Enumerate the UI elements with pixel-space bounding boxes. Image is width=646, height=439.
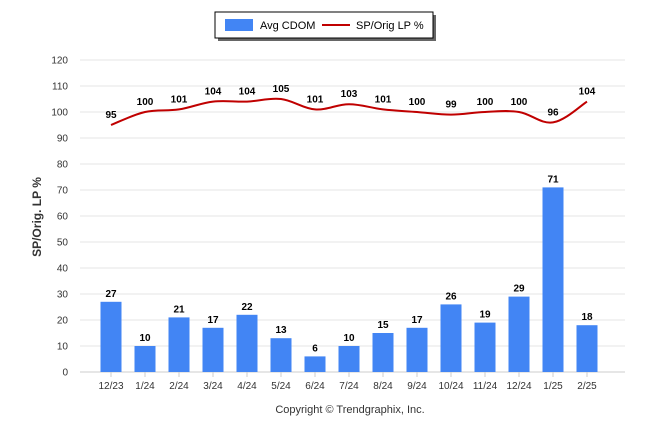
y-tick-label: 10 — [57, 342, 69, 353]
y-tick-label: 90 — [57, 134, 69, 145]
line-value-label: 100 — [511, 97, 528, 108]
line-value-label: 101 — [171, 94, 188, 105]
bar — [134, 346, 156, 372]
line-value-label: 105 — [273, 84, 290, 95]
bar — [542, 187, 564, 372]
x-tick-label: 12/24 — [506, 381, 531, 392]
line-value-label: 95 — [105, 110, 117, 121]
y-tick-label: 80 — [57, 160, 69, 171]
bar-value-label: 71 — [547, 174, 559, 185]
bar — [508, 296, 530, 372]
line-value-label: 100 — [137, 97, 154, 108]
bar-value-label: 29 — [513, 284, 525, 295]
line-value-label: 101 — [375, 94, 392, 105]
y-tick-label: 60 — [57, 212, 69, 223]
y-tick-label: 40 — [57, 264, 69, 275]
x-tick-label: 6/24 — [305, 381, 325, 392]
x-tick-label: 1/25 — [543, 381, 563, 392]
x-tick-label: 4/24 — [237, 381, 257, 392]
bar-series — [100, 187, 598, 372]
y-tick-label: 110 — [52, 82, 68, 93]
y-tick-label: 30 — [57, 290, 69, 301]
bar-value-label: 15 — [377, 320, 389, 331]
line-value-label: 103 — [341, 89, 358, 100]
bar — [338, 346, 360, 372]
y-axis-title: SP/Orig. LP % — [30, 177, 44, 257]
bar — [474, 322, 496, 372]
line-value-label: 99 — [445, 100, 457, 111]
legend: Avg CDOM SP/Orig LP % — [214, 11, 436, 41]
bar-value-label: 10 — [139, 333, 151, 344]
bar-value-label: 18 — [581, 312, 593, 323]
x-tick-label: 5/24 — [271, 381, 291, 392]
line-value-label: 104 — [205, 87, 222, 98]
line-value-label: 100 — [409, 97, 426, 108]
bar — [576, 325, 598, 372]
line-value-label: 96 — [547, 107, 559, 118]
bar — [406, 327, 428, 372]
legend-line-label: SP/Orig LP % — [356, 20, 424, 32]
bar-value-label: 10 — [343, 333, 355, 344]
bar — [236, 314, 258, 372]
line-value-label: 104 — [239, 87, 256, 98]
bar-value-label: 27 — [105, 289, 117, 300]
line-series — [110, 97, 588, 126]
bar-value-label: 17 — [207, 315, 219, 326]
bar-value-label: 26 — [445, 291, 457, 302]
bar — [304, 356, 326, 372]
bar-value-label: 22 — [241, 302, 253, 313]
bar-value-label: 13 — [275, 325, 287, 336]
bar-value-label: 21 — [173, 304, 185, 315]
bar-value-label: 6 — [312, 343, 318, 354]
legend-bar-swatch — [225, 19, 253, 31]
line-value-label: 104 — [579, 87, 596, 98]
y-tick-label: 0 — [62, 368, 68, 379]
x-tick-label: 1/24 — [135, 381, 155, 392]
x-tick-label: 12/23 — [98, 381, 123, 392]
x-tick-label: 9/24 — [407, 381, 427, 392]
bar — [168, 317, 190, 372]
x-tick-label: 7/24 — [339, 381, 359, 392]
y-tick-label: 20 — [57, 316, 69, 327]
line-path — [110, 97, 588, 126]
bar — [100, 301, 122, 372]
data-labels: 27 10 21 17 22 13 6 10 15 17 26 19 29 71 18 95 100 101 104… — [105, 84, 595, 354]
legend-bar-label: Avg CDOM — [260, 20, 315, 32]
y-tick-label: 100 — [51, 108, 68, 119]
y-tick-label: 120 — [51, 56, 68, 67]
y-tick-label: 50 — [57, 238, 69, 249]
x-axis-ticks: 12/23 1/24 2/24 3/24 4/24 5/24 6/24 7/24 8/24 9/2… — [98, 372, 597, 392]
bar — [372, 333, 394, 372]
line-value-label: 101 — [307, 94, 324, 105]
copyright-text: Copyright © Trendgraphix, Inc. — [275, 404, 424, 416]
x-tick-label: 11/24 — [473, 381, 498, 392]
x-tick-label: 3/24 — [203, 381, 223, 392]
bar — [270, 338, 292, 372]
bar — [440, 304, 462, 372]
bar — [202, 327, 224, 372]
x-tick-label: 2/25 — [577, 381, 597, 392]
line-value-label: 100 — [477, 97, 494, 108]
x-tick-label: 10/24 — [438, 381, 463, 392]
y-axis-ticks: 0 10 20 30 40 50 60 70 80 90 100 110 120 — [51, 56, 68, 379]
y-tick-label: 70 — [57, 186, 69, 197]
bar-value-label: 17 — [411, 315, 423, 326]
bar-value-label: 19 — [479, 310, 491, 321]
x-tick-label: 2/24 — [169, 381, 189, 392]
x-tick-label: 8/24 — [373, 381, 393, 392]
